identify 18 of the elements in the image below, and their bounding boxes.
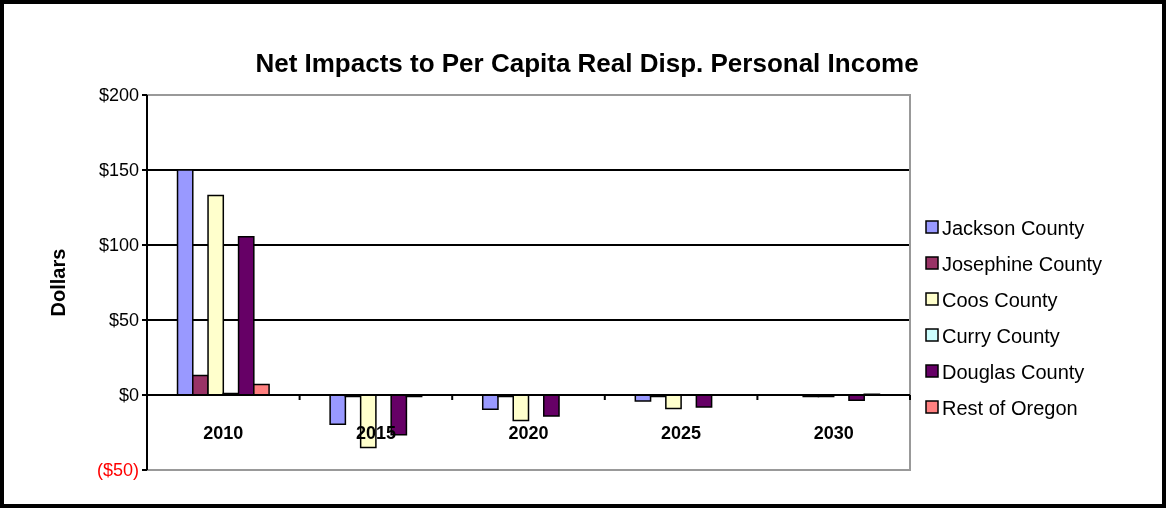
legend-label: Coos County bbox=[942, 289, 1058, 311]
legend-label: Josephine County bbox=[942, 253, 1103, 275]
x-tick-label: 2030 bbox=[813, 423, 854, 443]
y-tick-label: $200 bbox=[98, 85, 139, 106]
y-tick-label: $150 bbox=[98, 160, 139, 181]
legend-label: Rest of Oregon bbox=[942, 397, 1078, 419]
x-tick-label: 2025 bbox=[661, 423, 702, 443]
y-tick-label: $0 bbox=[118, 385, 139, 406]
chart-title: Net Impacts to Per Capita Real Disp. Personal Income bbox=[255, 48, 919, 78]
y-axis-title: Dollars bbox=[47, 248, 69, 317]
legend-label: Douglas County bbox=[942, 361, 1085, 383]
y-tick-label: $50 bbox=[108, 310, 139, 331]
x-tick-label: 2010 bbox=[203, 423, 244, 443]
legend-label: Curry County bbox=[942, 325, 1060, 347]
y-tick-label: ($50) bbox=[96, 460, 139, 481]
y-tick-label: $100 bbox=[98, 235, 139, 256]
x-tick-label: 2020 bbox=[508, 423, 549, 443]
legend-label: Jackson County bbox=[942, 217, 1085, 239]
